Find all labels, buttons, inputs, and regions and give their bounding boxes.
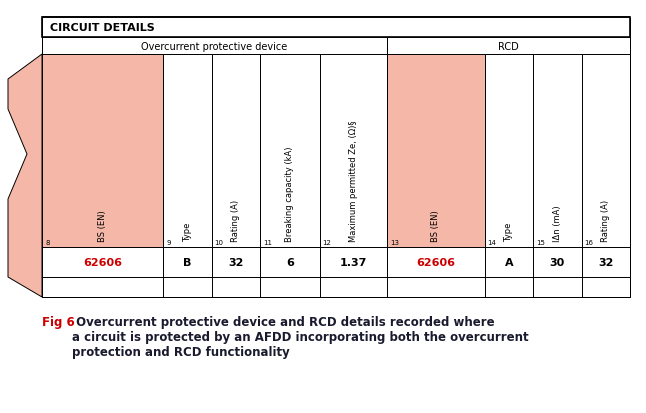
Text: Type: Type — [183, 222, 192, 242]
Text: 32: 32 — [228, 257, 244, 267]
Bar — [581, 55, 630, 247]
Bar — [42, 18, 630, 38]
Text: 6: 6 — [286, 257, 294, 267]
Bar — [42, 38, 387, 55]
Bar — [387, 55, 484, 247]
Bar — [581, 247, 630, 277]
Bar — [260, 55, 320, 247]
Text: 9: 9 — [166, 240, 171, 245]
Bar — [533, 55, 581, 247]
Text: Rating (A): Rating (A) — [601, 199, 610, 242]
Bar — [212, 55, 260, 247]
Text: A: A — [505, 257, 513, 267]
Bar — [320, 247, 387, 277]
Bar — [387, 38, 630, 55]
Text: 11: 11 — [263, 240, 272, 245]
Bar — [320, 55, 387, 247]
Bar — [484, 55, 533, 247]
Bar — [260, 247, 320, 277]
Text: Maximum permitted Ze, (Ω)§: Maximum permitted Ze, (Ω)§ — [349, 120, 358, 242]
Text: BS (EN): BS (EN) — [98, 210, 107, 242]
Polygon shape — [8, 55, 42, 297]
Text: 30: 30 — [550, 257, 565, 267]
Text: 62606: 62606 — [83, 257, 122, 267]
Text: 12: 12 — [322, 240, 331, 245]
Bar — [42, 55, 163, 247]
Text: 62606: 62606 — [416, 257, 455, 267]
Text: CIRCUIT DETAILS: CIRCUIT DETAILS — [50, 23, 155, 33]
Text: 32: 32 — [598, 257, 614, 267]
Bar — [163, 247, 212, 277]
Text: 10: 10 — [214, 240, 224, 245]
Text: Type: Type — [505, 222, 514, 242]
Text: 8: 8 — [45, 240, 50, 245]
Bar — [163, 55, 212, 247]
Text: Rating (A): Rating (A) — [231, 199, 240, 242]
Text: 16: 16 — [585, 240, 594, 245]
Bar — [212, 247, 260, 277]
Bar — [484, 247, 533, 277]
Text: Fig 6: Fig 6 — [42, 315, 75, 328]
Text: B: B — [183, 257, 192, 267]
Text: 15: 15 — [536, 240, 545, 245]
Text: Overcurrent protective device: Overcurrent protective device — [141, 41, 287, 51]
Text: BS (EN): BS (EN) — [431, 210, 440, 242]
Text: RCD: RCD — [498, 41, 519, 51]
Text: 1.37: 1.37 — [340, 257, 367, 267]
Text: IΔn (mA): IΔn (mA) — [553, 205, 562, 242]
Bar — [42, 277, 630, 297]
Text: 13: 13 — [390, 240, 399, 245]
Bar — [42, 247, 163, 277]
Text: 14: 14 — [488, 240, 496, 245]
Bar — [387, 247, 484, 277]
Text: Overcurrent protective device and RCD details recorded where
a circuit is protec: Overcurrent protective device and RCD de… — [72, 315, 528, 358]
Bar — [533, 247, 581, 277]
Text: Breaking capacity (kA): Breaking capacity (kA) — [286, 146, 295, 242]
